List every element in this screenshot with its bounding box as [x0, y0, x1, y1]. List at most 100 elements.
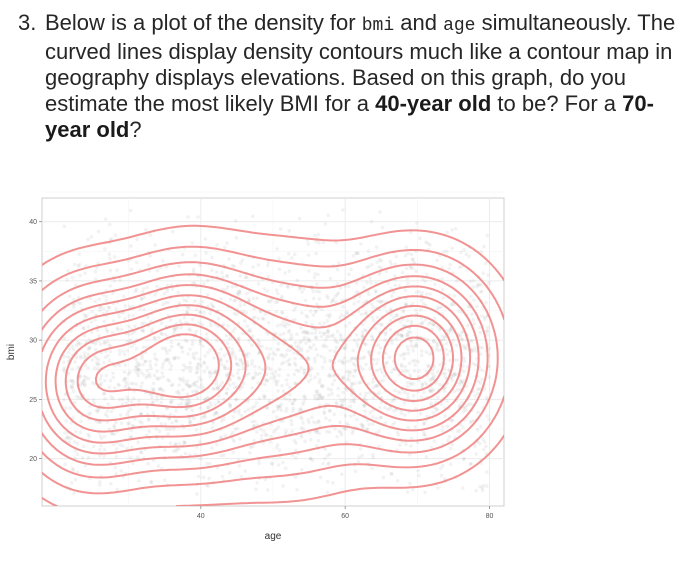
scatter-point — [180, 252, 185, 257]
scatter-point — [312, 394, 317, 398]
scatter-point — [445, 341, 449, 346]
scatter-point — [153, 243, 158, 247]
scatter-point — [274, 383, 279, 387]
scatter-point — [79, 356, 83, 360]
scatter-point — [457, 382, 462, 387]
scatter-point — [306, 336, 310, 341]
scatter-point — [108, 378, 113, 383]
scatter-point — [243, 275, 248, 279]
scatter-point — [322, 356, 327, 360]
scatter-point — [297, 369, 301, 373]
scatter-point — [278, 227, 283, 231]
scatter-point — [288, 362, 292, 367]
scatter-point — [221, 453, 226, 458]
scatter-point — [336, 386, 341, 391]
scatter-point — [137, 362, 141, 366]
scatter-point — [224, 392, 229, 396]
scatter-point — [109, 394, 113, 399]
scatter-point — [351, 429, 355, 433]
scatter-point — [448, 349, 453, 353]
scatter-point — [450, 378, 454, 383]
scatter-point — [97, 483, 102, 487]
scatter-point — [273, 370, 278, 374]
scatter-point — [471, 362, 476, 366]
scatter-point — [186, 215, 190, 219]
scatter-point — [231, 350, 236, 355]
scatter-point — [485, 325, 490, 330]
scatter-point — [82, 374, 87, 379]
scatter-point — [437, 348, 442, 353]
scatter-point — [67, 440, 72, 444]
scatter-point — [361, 333, 365, 338]
scatter-point — [127, 314, 131, 318]
scatter-point — [479, 352, 483, 357]
scatter-point — [476, 379, 481, 384]
scatter-point — [141, 373, 146, 377]
scatter-point — [112, 279, 117, 283]
scatter-point — [222, 353, 227, 358]
scatter-point — [277, 367, 282, 371]
scatter-point — [484, 444, 488, 449]
scatter-point — [243, 319, 247, 323]
scatter-point — [343, 427, 348, 431]
scatter-point — [123, 384, 127, 389]
x-axis: 40 60 80 — [197, 506, 494, 520]
scatter-point — [481, 437, 486, 442]
scatter-point — [352, 413, 357, 417]
y-tick-label: 20 — [29, 456, 37, 463]
scatter-point — [408, 330, 413, 335]
scatter-point — [70, 386, 74, 390]
scatter-point — [305, 331, 309, 335]
scatter-point — [106, 353, 110, 358]
scatter-point — [389, 262, 394, 267]
scatter-point — [159, 400, 163, 405]
scatter-point — [435, 306, 440, 311]
scatter-point — [380, 370, 384, 375]
scatter-point — [205, 332, 209, 336]
scatter-point — [80, 456, 85, 460]
scatter-point — [140, 353, 144, 358]
scatter-point — [129, 407, 133, 411]
scatter-point — [155, 369, 159, 374]
scatter-point — [297, 216, 302, 221]
scatter-point — [151, 410, 156, 415]
scatter-point — [170, 382, 175, 387]
scatter-point — [72, 440, 77, 444]
scatter-point — [88, 404, 92, 409]
scatter-point — [313, 356, 317, 361]
scatter-point — [374, 245, 379, 249]
scatter-point — [199, 383, 204, 387]
scatter-point — [109, 482, 113, 486]
scatter-point — [437, 382, 442, 387]
scatter-point — [231, 374, 235, 378]
scatter-point — [201, 344, 205, 348]
scatter-point — [328, 409, 332, 413]
scatter-point — [323, 359, 327, 364]
scatter-point — [485, 470, 489, 474]
scatter-point — [84, 375, 88, 380]
scatter-point — [186, 352, 190, 356]
scatter-point — [349, 399, 353, 403]
scatter-point — [212, 387, 217, 391]
scatter-point — [210, 446, 214, 450]
scatter-point — [139, 384, 143, 389]
scatter-point — [160, 365, 165, 370]
scatter-point — [225, 273, 229, 278]
scatter-point — [262, 393, 266, 398]
scatter-point — [206, 293, 210, 297]
scatter-point — [70, 466, 75, 471]
scatter-point — [450, 418, 454, 422]
scatter-point — [332, 349, 337, 353]
scatter-point — [343, 346, 348, 350]
scatter-point — [381, 378, 385, 383]
scatter-point — [228, 336, 232, 341]
scatter-point — [237, 464, 242, 468]
scatter-point — [305, 330, 309, 334]
scatter-point — [299, 433, 304, 437]
scatter-point — [277, 256, 281, 261]
scatter-point — [65, 355, 70, 359]
scatter-point — [428, 388, 433, 392]
scatter-point — [232, 439, 236, 444]
scatter-point — [320, 365, 325, 370]
scatter-point — [370, 315, 375, 320]
